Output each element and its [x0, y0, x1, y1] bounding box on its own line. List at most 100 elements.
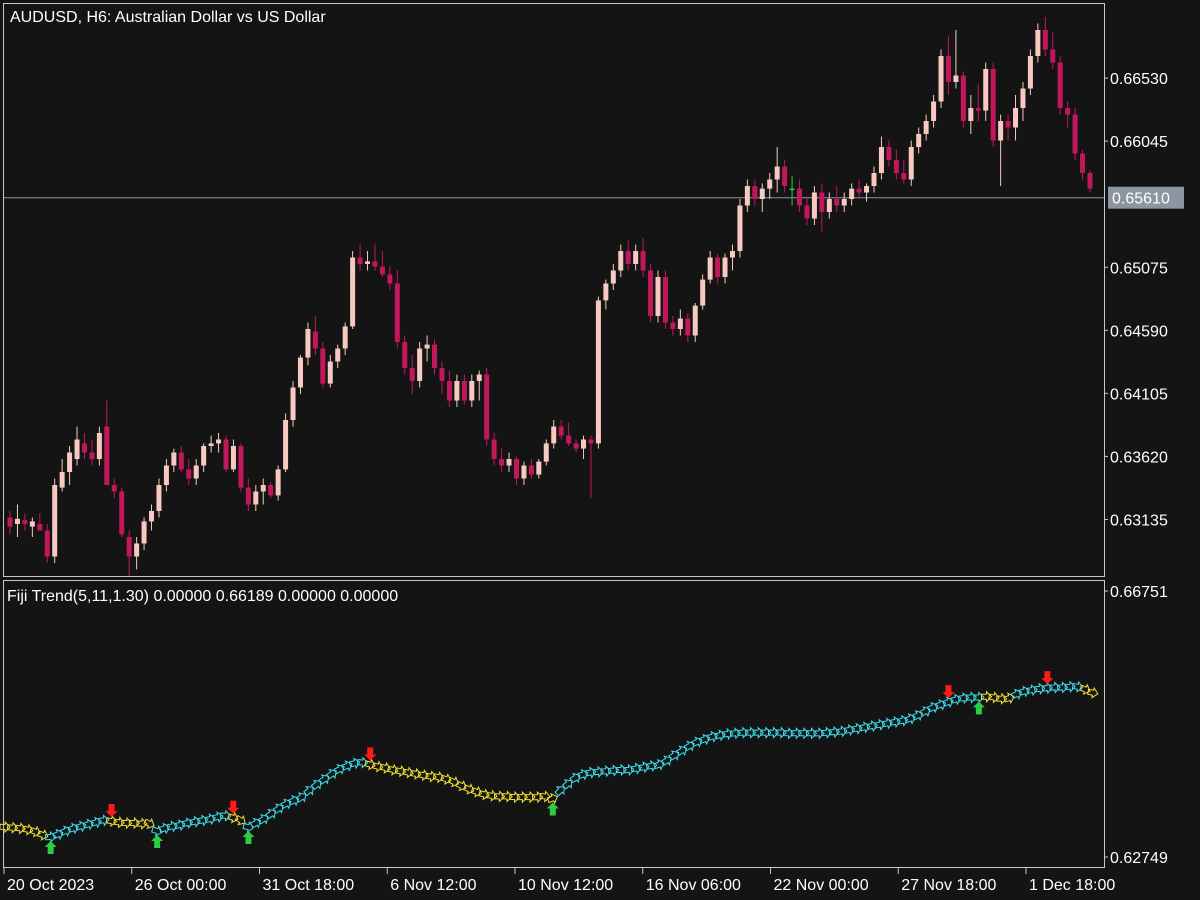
candle-body: [566, 435, 572, 444]
candle: [990, 62, 996, 147]
candle: [1072, 108, 1078, 160]
price-tick-label: 0.65075: [1110, 260, 1168, 277]
buy-signal-arrow: [44, 840, 57, 854]
candle: [968, 95, 974, 134]
candle-body: [767, 179, 773, 189]
candle: [461, 374, 467, 405]
trend-arrow-shape: [341, 760, 353, 772]
buy-signal-arrow: [151, 835, 164, 849]
candle: [379, 251, 385, 277]
candle: [394, 270, 400, 349]
candle: [81, 433, 87, 459]
candle-body: [685, 318, 691, 336]
trend-arrow: [470, 785, 483, 798]
candle: [662, 270, 668, 329]
candle-body: [156, 485, 162, 511]
candle: [603, 279, 609, 310]
candle-body: [193, 465, 199, 479]
candle: [201, 443, 207, 472]
candle-body: [238, 446, 244, 488]
trend-arrow-shape: [531, 790, 544, 804]
candle-body: [432, 344, 438, 368]
price-tick-label: 0.66045: [1110, 134, 1168, 151]
candle-body: [1035, 30, 1041, 56]
candle-body: [558, 426, 564, 436]
candle: [111, 478, 117, 498]
price-tick-label: 0.63135: [1110, 512, 1168, 529]
price-pane[interactable]: [3, 17, 1105, 576]
trend-arrow: [1064, 680, 1076, 694]
candle-body: [938, 56, 944, 102]
candle-body: [74, 439, 80, 459]
candle-body: [372, 261, 378, 267]
candle: [275, 465, 281, 501]
candle: [163, 459, 169, 492]
indicator-pane[interactable]: [0, 671, 1099, 854]
candle-body: [96, 433, 102, 459]
candle-body: [59, 472, 65, 488]
candle-body: [52, 485, 58, 557]
candle: [566, 422, 572, 446]
price-tag: 0.65610: [1108, 186, 1184, 209]
trend-arrow: [234, 814, 246, 826]
candle: [74, 426, 80, 466]
candle: [335, 344, 341, 368]
trend-arrow: [249, 817, 262, 829]
trend-arrow: [462, 783, 475, 795]
candle-body: [342, 326, 348, 349]
candle-body: [923, 121, 929, 134]
trend-arrow-shape: [478, 788, 490, 801]
candle-body: [595, 300, 601, 444]
candle-body: [1027, 56, 1033, 89]
price-pane-frame: [3, 3, 1105, 577]
buy-signal-arrow: [242, 831, 255, 845]
candle: [387, 266, 393, 290]
trend-arrow: [660, 755, 672, 767]
candle: [409, 355, 415, 394]
candle-body: [878, 147, 884, 173]
candle-body: [350, 257, 356, 327]
trend-arrow: [325, 768, 337, 780]
price-axis: 0.66530 0.66045 0.65075 0.64590 0.64105 0.636…: [1104, 71, 1168, 529]
trend-arrow-shape: [904, 712, 916, 725]
trend-arrow: [1079, 683, 1091, 696]
trend-arrow-shape: [683, 740, 695, 752]
trend-arrow-shape: [52, 828, 64, 841]
candle: [938, 49, 944, 108]
candle-body: [461, 381, 467, 401]
candle: [856, 179, 862, 199]
trend-arrow: [257, 814, 269, 825]
candle-body: [253, 491, 259, 505]
current-price-tag: [1108, 186, 1184, 209]
candle: [826, 192, 832, 219]
trend-arrow-shape: [257, 814, 269, 825]
candle: [446, 370, 452, 407]
trend-arrow: [546, 792, 559, 805]
candle: [476, 370, 482, 401]
candle-body: [29, 521, 35, 527]
candle: [625, 240, 631, 271]
candle: [581, 435, 587, 459]
candle-body: [782, 166, 788, 186]
candle: [521, 461, 527, 485]
price-tick-label: 0.63620: [1110, 449, 1168, 466]
candle-body: [67, 452, 73, 472]
trend-arrow: [36, 828, 49, 841]
candle-body: [543, 443, 549, 462]
candle: [499, 448, 505, 472]
trend-arrow-shape: [668, 750, 680, 761]
trend-arrow-shape: [212, 811, 224, 824]
candle: [357, 244, 363, 271]
trend-arrow: [478, 788, 490, 801]
sell-signal-arrow: [105, 804, 118, 818]
candle-body: [841, 199, 847, 206]
trend-arrow: [136, 817, 148, 830]
candle: [1057, 56, 1063, 115]
candle-body: [662, 277, 668, 323]
trend-arrow-shape: [896, 714, 909, 727]
candle: [454, 374, 460, 407]
candle: [506, 452, 512, 472]
trend-arrow-shape: [29, 825, 41, 838]
